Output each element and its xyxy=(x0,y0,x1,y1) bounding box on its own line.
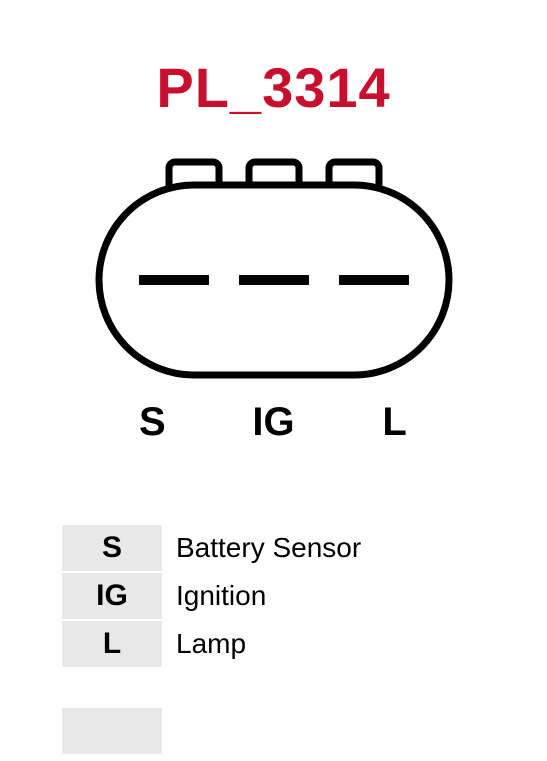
legend-val-ig: Ignition xyxy=(162,573,485,619)
part-number-title: PL_3314 xyxy=(0,55,547,120)
legend-empty-key xyxy=(62,708,162,754)
pin-label-s: S xyxy=(102,400,202,445)
legend-table: S Battery Sensor IG Ignition L Lamp xyxy=(62,525,485,669)
pin-label-ig: IG xyxy=(224,400,324,445)
legend-val-l: Lamp xyxy=(162,621,485,667)
legend-empty-val xyxy=(162,708,485,754)
legend-val-s: Battery Sensor xyxy=(162,525,485,571)
pin-label-l: L xyxy=(345,400,445,445)
legend-row: L Lamp xyxy=(62,621,485,667)
legend-empty-row xyxy=(62,708,485,754)
legend-key-s: S xyxy=(62,525,162,571)
connector-svg xyxy=(74,150,474,400)
pin-labels-row: S IG L xyxy=(0,400,547,445)
legend-row: S Battery Sensor xyxy=(62,525,485,571)
legend-key-ig: IG xyxy=(62,573,162,619)
legend-row: IG Ignition xyxy=(62,573,485,619)
legend-key-l: L xyxy=(62,621,162,667)
